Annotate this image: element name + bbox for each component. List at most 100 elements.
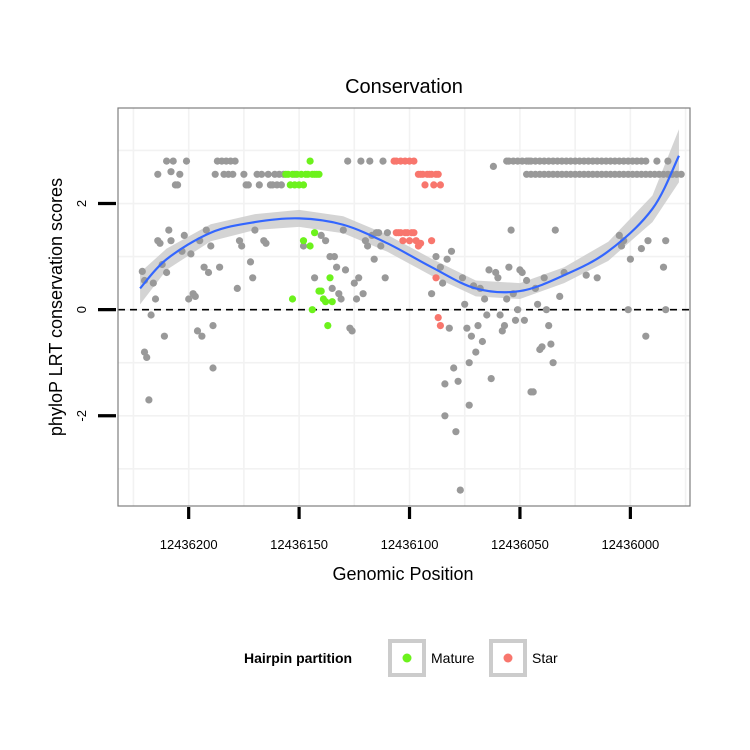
x-tick-label: 12436050 — [491, 537, 549, 552]
data-point-other — [478, 337, 486, 346]
data-point-other — [664, 157, 672, 165]
data-point-other — [472, 348, 480, 356]
data-point-other — [277, 181, 285, 189]
data-point-other — [507, 226, 515, 234]
data-point-other — [593, 274, 601, 282]
data-point-other — [348, 327, 356, 335]
data-point-other — [465, 401, 473, 409]
data-point-other — [364, 242, 372, 250]
data-point-other — [350, 279, 358, 287]
data-point-other — [381, 274, 389, 282]
data-point-other — [182, 157, 191, 165]
data-point-other — [149, 279, 157, 287]
data-point-other — [545, 322, 553, 330]
data-point-other — [542, 306, 551, 314]
data-point-other — [377, 242, 385, 250]
x-axis-title: Genomic Position — [332, 564, 473, 584]
data-point-star — [410, 229, 418, 237]
data-point-other — [481, 295, 489, 303]
data-point-star — [436, 322, 444, 330]
legend-dot-star — [503, 653, 513, 663]
data-point-other — [156, 239, 164, 247]
legend-key-star — [489, 639, 527, 677]
data-point-other — [255, 181, 263, 189]
data-point-other — [339, 226, 347, 234]
data-point-other — [662, 306, 670, 314]
data-point-other — [311, 274, 319, 282]
data-point-other — [662, 237, 670, 245]
data-point-other — [251, 226, 259, 234]
data-point-other — [176, 170, 184, 178]
data-point-other — [505, 263, 513, 271]
data-point-other — [450, 364, 458, 372]
data-point-other — [439, 279, 447, 287]
legend: Hairpin partition Mature Star — [244, 639, 558, 677]
data-point-other — [637, 245, 646, 253]
data-point-other — [534, 300, 542, 308]
data-point-other — [355, 274, 363, 282]
data-point-other — [262, 239, 270, 247]
data-point-other — [337, 295, 345, 303]
data-point-other — [615, 231, 623, 239]
data-point-mature — [315, 170, 323, 178]
data-point-other — [520, 316, 529, 324]
data-point-other — [151, 295, 160, 303]
data-point-other — [163, 268, 171, 277]
data-point-star — [436, 181, 444, 189]
data-point-other — [359, 290, 367, 298]
data-point-other — [642, 157, 650, 165]
data-point-other — [167, 168, 175, 176]
data-point-other — [344, 157, 352, 165]
data-point-other — [582, 271, 590, 279]
data-point-other — [620, 237, 628, 245]
x-tick-label: 12436200 — [160, 537, 218, 552]
data-point-other — [456, 486, 464, 494]
data-point-other — [463, 324, 471, 332]
data-point-mature — [288, 295, 297, 303]
data-point-other — [163, 157, 171, 165]
data-point-other — [160, 332, 168, 340]
data-point-other — [352, 295, 361, 303]
data-point-other — [240, 170, 248, 178]
data-point-other — [624, 306, 632, 314]
data-point-other — [461, 300, 469, 308]
data-point-star — [410, 157, 418, 165]
data-point-other — [514, 306, 522, 314]
x-tick-label: 12436150 — [270, 537, 328, 552]
data-point-other — [485, 266, 493, 274]
data-point-other — [216, 263, 224, 271]
data-point-other — [169, 157, 177, 165]
data-point-other — [511, 316, 520, 324]
data-point-other — [246, 258, 255, 266]
data-point-star — [399, 237, 407, 245]
data-point-other — [626, 255, 635, 263]
data-point-other — [180, 231, 188, 239]
data-point-other — [138, 267, 146, 275]
data-point-other — [483, 311, 491, 319]
plot-panel — [118, 108, 690, 506]
data-point-other — [154, 170, 162, 178]
legend-label-mature: Mature — [431, 650, 475, 666]
data-point-mature — [299, 237, 308, 245]
data-point-other — [432, 253, 440, 261]
data-point-star — [430, 181, 438, 189]
data-point-other — [441, 380, 449, 388]
data-point-other — [529, 388, 537, 396]
data-point-other — [503, 295, 511, 303]
data-point-other — [370, 255, 378, 263]
data-point-star — [428, 237, 436, 245]
data-point-other — [299, 242, 308, 250]
legend-dot-mature — [402, 653, 412, 663]
data-point-other — [441, 412, 449, 420]
data-point-other — [333, 263, 341, 271]
data-point-other — [549, 359, 557, 367]
data-point-other — [487, 375, 495, 383]
data-point-other — [207, 242, 215, 250]
data-point-other — [677, 170, 685, 178]
data-point-other — [187, 250, 195, 258]
confidence-ribbon-layer — [140, 129, 679, 305]
data-point-other — [642, 332, 650, 340]
data-point-other — [547, 340, 555, 348]
chart-title: Conservation — [345, 76, 463, 98]
